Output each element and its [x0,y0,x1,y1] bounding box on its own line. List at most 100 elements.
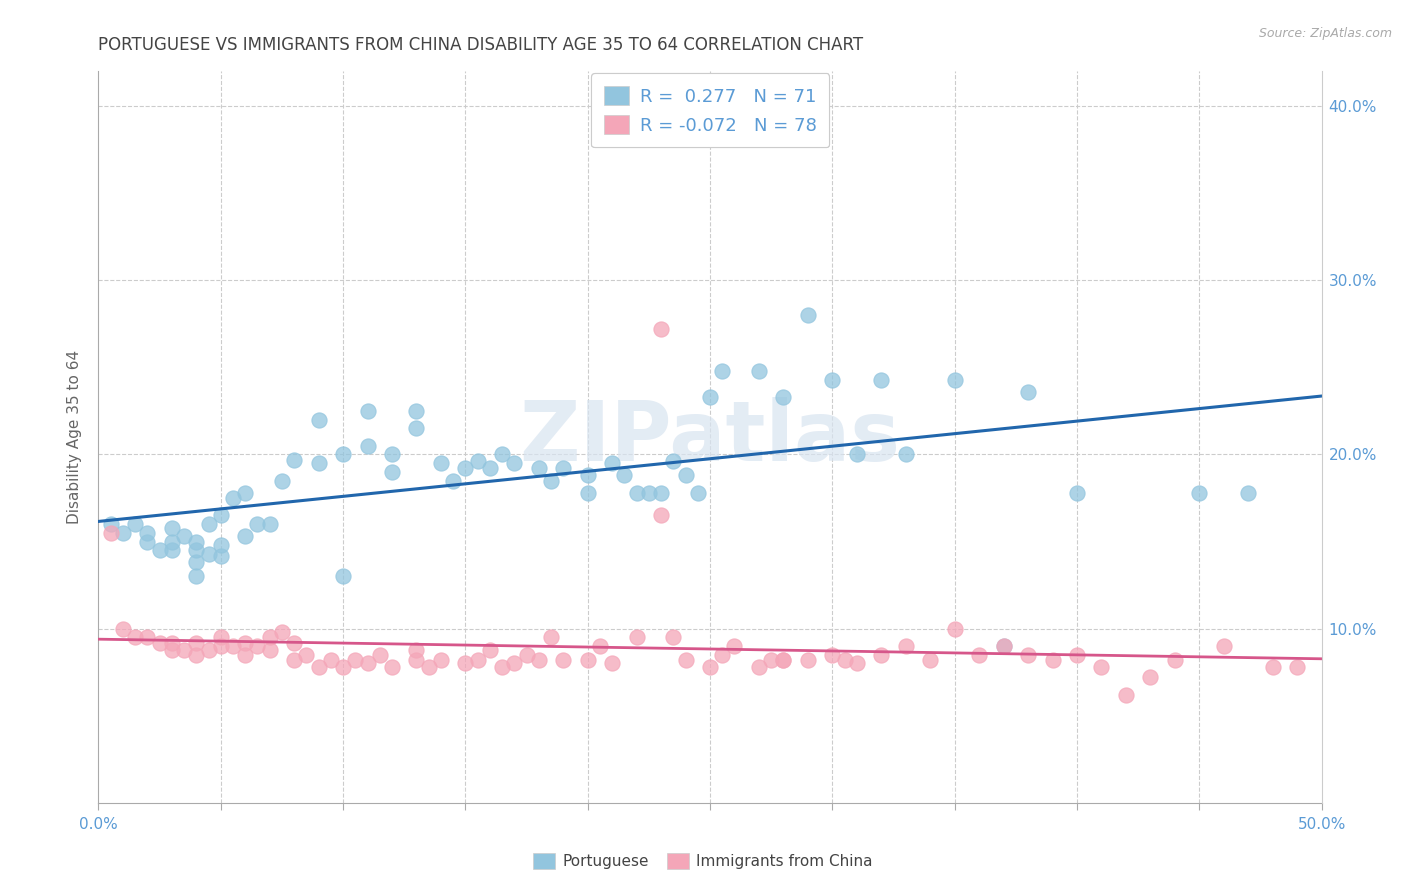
Point [186,556,208,570]
Point [173,642,195,657]
Point [173,529,195,543]
Point [100,525,122,540]
Point [638,485,661,500]
Point [870,648,893,662]
Point [441,474,464,488]
Point [124,631,146,645]
Point [553,461,575,475]
Point [600,456,623,470]
Point [845,448,868,462]
Point [478,642,501,657]
Point [283,635,305,649]
Point [319,653,342,667]
Point [233,529,256,543]
Point [662,631,685,645]
Point [197,517,219,532]
Point [503,657,526,671]
Point [124,517,146,532]
Point [1286,660,1309,674]
Point [418,660,440,674]
Point [259,642,281,657]
Point [197,547,219,561]
Point [845,657,868,671]
Point [527,461,550,475]
Point [797,653,820,667]
Point [662,454,685,468]
Point [1042,653,1064,667]
Point [686,485,709,500]
Point [1066,485,1088,500]
Point [186,543,208,558]
Point [1164,653,1187,667]
Point [491,448,513,462]
Point [650,322,672,336]
Point [186,534,208,549]
Point [259,631,281,645]
Point [967,648,990,662]
Point [332,569,354,583]
Point [723,639,745,653]
Point [430,653,453,667]
Point [100,517,122,532]
Point [1090,660,1112,674]
Point [430,456,453,470]
Point [197,642,219,657]
Point [209,631,232,645]
Text: ZIPatlas: ZIPatlas [520,397,900,477]
Point [540,631,562,645]
Point [478,461,501,475]
Point [308,412,330,426]
Point [381,660,404,674]
Point [515,648,537,662]
Point [405,404,427,418]
Point [467,653,489,667]
Point [259,517,281,532]
Point [797,308,820,322]
Point [246,639,269,653]
Point [650,485,672,500]
Point [160,642,183,657]
Point [381,465,404,479]
Point [1188,485,1211,500]
Text: Source: ZipAtlas.com: Source: ZipAtlas.com [1258,27,1392,40]
Y-axis label: Disability Age 35 to 64: Disability Age 35 to 64 [67,350,83,524]
Point [467,454,489,468]
Point [894,448,917,462]
Point [711,364,734,378]
Legend: Portuguese, Immigrants from China: Portuguese, Immigrants from China [527,847,879,875]
Point [295,648,318,662]
Point [381,448,404,462]
Point [626,485,648,500]
Point [308,456,330,470]
Point [748,364,770,378]
Point [761,653,783,667]
Point [699,660,721,674]
Point [821,648,844,662]
Point [454,461,477,475]
Point [270,625,294,640]
Point [772,653,794,667]
Point [111,525,134,540]
Point [576,468,599,483]
Point [600,657,623,671]
Point [186,648,208,662]
Point [589,639,612,653]
Point [405,653,427,667]
Point [650,508,672,523]
Point [149,635,172,649]
Point [613,468,636,483]
Point [834,653,856,667]
Point [920,653,942,667]
Point [222,491,245,505]
Point [308,660,330,674]
Point [160,521,183,535]
Point [405,642,427,657]
Point [136,631,159,645]
Point [149,543,172,558]
Point [209,639,232,653]
Point [209,549,232,563]
Point [675,468,697,483]
Point [160,534,183,549]
Point [553,653,575,667]
Point [772,653,794,667]
